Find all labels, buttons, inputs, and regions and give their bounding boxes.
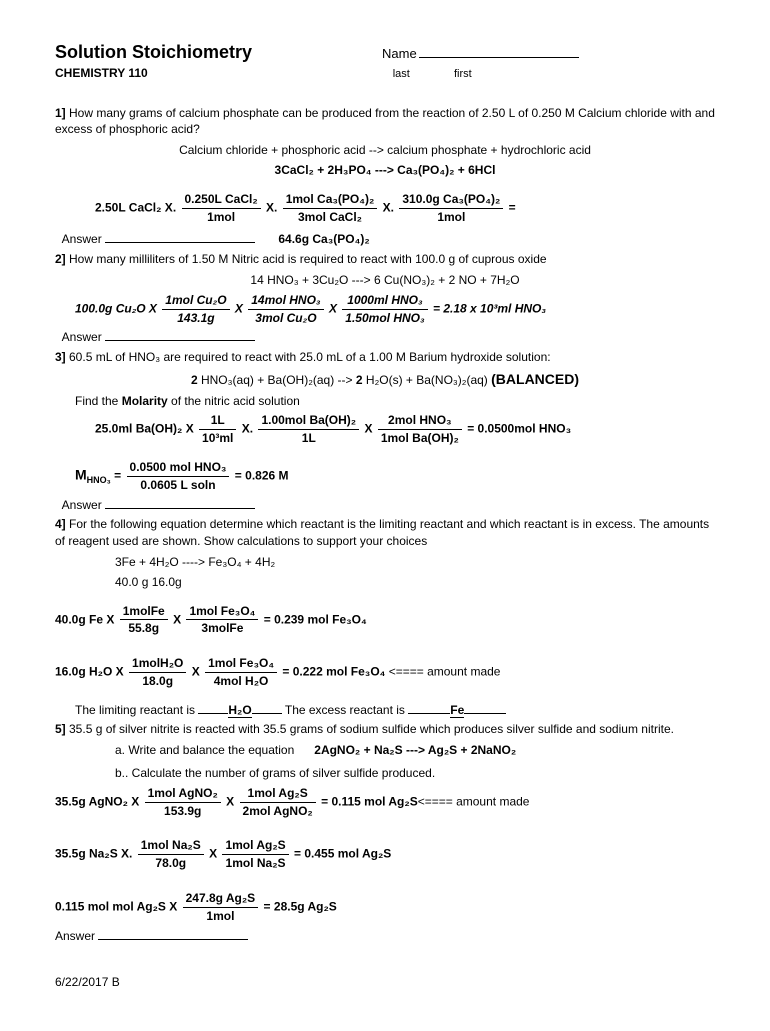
question-3: 3] 60.5 mL of HNO₃ are required to react… — [55, 349, 715, 366]
name-label: Name — [382, 45, 417, 63]
q2-answer-blank[interactable] — [105, 340, 255, 341]
q4-text: For the following equation determine whi… — [55, 517, 709, 548]
q3-balanced-eq: 2 HNO₃(aq) + Ba(OH)₂(aq) --> 2 H₂O(s) + … — [55, 370, 715, 390]
last-label: last — [393, 68, 410, 80]
q5-calc-3: 0.115 mol mol Ag₂S X 247.8g Ag₂S1mol = 2… — [55, 890, 715, 925]
q4-num: 4] — [55, 517, 66, 531]
q1-answer-row: Answer 64.6g Ca₃(PO₄)₂ — [55, 231, 715, 248]
q1-word-eq: Calcium chloride + phosphoric acid --> c… — [55, 142, 715, 159]
q2-balanced-eq: 14 HNO₃ + 3Cu₂O ---> 6 Cu(NO₃)₂ + 2 NO +… — [55, 272, 715, 289]
q5-answer-row: Answer — [55, 928, 715, 945]
page-title: Solution Stoichiometry — [55, 40, 252, 65]
q4-conclusion: The limiting reactant is H₂O The excess … — [75, 702, 715, 719]
q1-answer-value: 64.6g Ca₃(PO₄)₂ — [278, 232, 369, 246]
q5-answer-blank[interactable] — [98, 939, 248, 940]
q3-text: 60.5 mL of HNO₃ are required to react wi… — [66, 350, 551, 364]
q5-num: 5] — [55, 722, 66, 736]
q5-part-a: a. Write and balance the equation 2AgNO₂… — [115, 742, 715, 759]
q1-answer-blank[interactable] — [105, 242, 255, 243]
q5-text: 35.5 g of silver nitrite is reacted with… — [66, 722, 674, 736]
q3-num: 3] — [55, 350, 66, 364]
question-4: 4] For the following equation determine … — [55, 516, 715, 550]
q2-answer-row: Answer — [55, 329, 715, 346]
question-2: 2] How many milliliters of 1.50 M Nitric… — [55, 251, 715, 268]
q3-answer-row: Answer — [55, 497, 715, 514]
header: Solution Stoichiometry Name CHEMISTRY 11… — [55, 40, 715, 83]
q4-eq: 3Fe + 4H₂O ----> Fe₃O₄ + 4H₂ — [115, 554, 715, 571]
q3-molarity-calc: MHNO₃ = 0.0500 mol HNO₃0.0605 L soln = 0… — [75, 459, 715, 494]
q4-calc-2: 16.0g H₂O X 1molH₂O18.0g X 1mol Fe₃O₄4mo… — [55, 655, 715, 690]
q5-part-b: b.. Calculate the number of grams of sil… — [115, 765, 715, 782]
footer-date: 6/22/2017 B — [55, 974, 715, 991]
q3-answer-blank[interactable] — [105, 508, 255, 509]
q4-calc-1: 40.0g Fe X 1molFe55.8g X 1mol Fe₃O₄3molF… — [55, 603, 715, 638]
q4-amounts: 40.0 g 16.0g — [115, 574, 715, 591]
q1-balanced-eq: 3CaCl₂ + 2H₃PO₄ ---> Ca₃(PO₄)₂ + 6HCl — [55, 162, 715, 179]
q3-calc: 25.0ml Ba(OH)₂ X 1L10³ml X. 1.00mol Ba(O… — [95, 412, 715, 447]
q2-calc: 100.0g Cu₂O X 1mol Cu₂O143.1g X 14mol HN… — [75, 292, 715, 327]
q2-num: 2] — [55, 252, 66, 266]
question-5: 5] 35.5 g of silver nitrite is reacted w… — [55, 721, 715, 738]
question-1: 1] How many grams of calcium phosphate c… — [55, 105, 715, 139]
q1-text: How many grams of calcium phosphate can … — [55, 106, 715, 137]
q1-calc: 2.50L CaCl₂ X. 0.250L CaCl₂1mol X. 1mol … — [95, 191, 715, 226]
name-blank[interactable] — [419, 57, 579, 58]
q5-calc-2: 35.5g Na₂S X. 1mol Na₂S78.0g X 1mol Ag₂S… — [55, 837, 715, 872]
q2-text: How many milliliters of 1.50 M Nitric ac… — [66, 252, 547, 266]
course-code: CHEMISTRY 110 — [55, 65, 148, 82]
q5-calc-1: 35.5g AgNO₂ X 1mol AgNO₂153.9g X 1mol Ag… — [55, 785, 715, 820]
q1-num: 1] — [55, 106, 66, 120]
q3-find: Find the Molarity of the nitric acid sol… — [75, 393, 715, 410]
first-label: first — [454, 68, 472, 80]
